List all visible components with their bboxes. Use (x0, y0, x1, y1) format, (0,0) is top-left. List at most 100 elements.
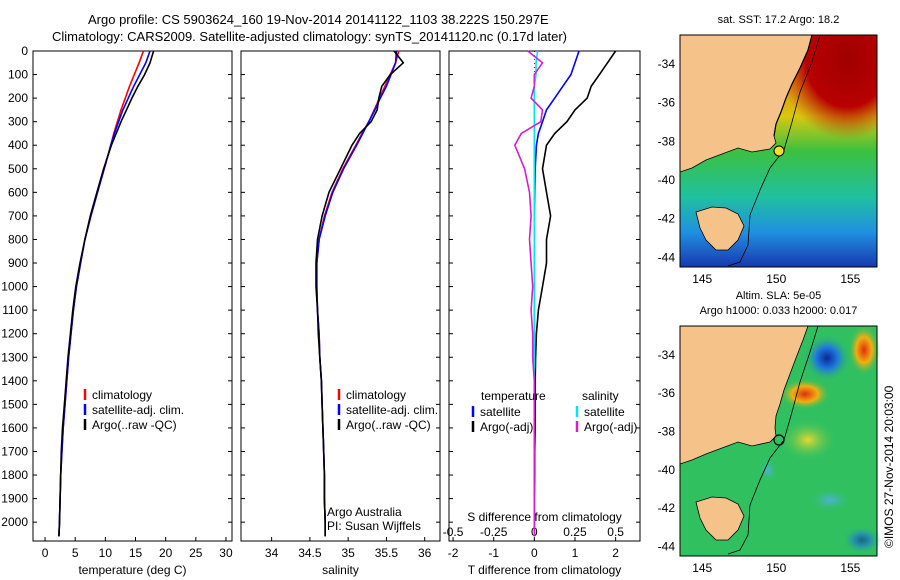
xtick-label-top: -0.25 (480, 525, 508, 539)
ytick-label: 200 (8, 91, 28, 105)
map-lat-label: -34 (658, 348, 676, 362)
figure-title-line2: Climatology: CARS2009. Satellite-adjuste… (52, 29, 567, 44)
series-line-argo-raw-qc- (315, 50, 405, 537)
legend-header-temperature: temperature (481, 389, 546, 403)
map-lat-label: -34 (658, 57, 676, 71)
series-line-satellite-adj-clim- (58, 50, 151, 537)
annotation-text: PI: Susan Wijffels (327, 519, 421, 533)
ytick-label: 600 (8, 185, 28, 199)
mainland-coast-sla (679, 325, 809, 465)
xtick-label-top: 0.5 (607, 525, 624, 539)
ytick-label: 1400 (1, 374, 28, 388)
tasmania (695, 206, 745, 251)
xtick-label-bottom: -1 (488, 546, 499, 560)
ytick-label: 2000 (1, 515, 28, 529)
xtick-label-bottom: 1 (572, 546, 579, 560)
argo-position-marker (773, 145, 785, 157)
series-line-temperature-argo-adj- (533, 50, 617, 537)
tasmania-sla (695, 496, 745, 541)
legend-label: climatology (92, 388, 152, 402)
map-lat-label: -40 (658, 173, 676, 187)
ytick-label: 500 (8, 162, 28, 176)
legend-label: Argo(-adj) (584, 420, 637, 434)
xtick-label: 5 (72, 546, 79, 560)
map-lat-label: -38 (658, 134, 676, 148)
xtick-label-bottom: -2 (448, 546, 459, 560)
figure-title-line1: Argo profile: CS 5903624_160 19-Nov-2014… (88, 12, 549, 27)
map-lon-label: 145 (692, 272, 712, 286)
ytick-label: 1700 (1, 444, 28, 458)
panel-frame-temperature-profile (32, 50, 233, 542)
annotation-text: Argo Australia (327, 505, 402, 519)
series-line-salinity-argo-adj- (513, 50, 544, 537)
xtick-label: 0 (42, 546, 49, 560)
legend-header-salinity: salinity (582, 389, 619, 403)
ytick-label: 1500 (1, 397, 28, 411)
xtick-label: 34.5 (298, 546, 322, 560)
xtick-label: 10 (99, 546, 113, 560)
legend-label: satellite (584, 405, 625, 419)
legend-label: satellite-adj. clim. (346, 403, 438, 417)
map-title-line2: Argo h1000: 0.033 h2000: 0.017 (700, 305, 858, 317)
map-lon-label: 145 (692, 561, 712, 575)
ytick-label: 1600 (1, 421, 28, 435)
xtick-label: 36 (418, 546, 432, 560)
series-line-satellite-adj-clim- (315, 50, 398, 537)
map-lat-label: -36 (658, 386, 676, 400)
ytick-label: 800 (8, 232, 28, 246)
ytick-label: 700 (8, 209, 28, 223)
ytick-label: 1300 (1, 350, 28, 364)
xaxis-label: temperature (deg C) (78, 563, 186, 577)
series-line-climatology (58, 50, 145, 537)
ytick-label: 1900 (1, 492, 28, 506)
legend-label: Argo(..raw -QC) (92, 418, 177, 432)
ytick-label: 1800 (1, 468, 28, 482)
xtick-label-bottom: 2 (612, 546, 619, 560)
map-lon-label: 155 (840, 561, 860, 575)
map-lat-label: -44 (658, 250, 676, 264)
map-title: sat. SST: 17.2 Argo: 18.2 (718, 14, 840, 26)
xaxis-label: T difference from climatology (468, 563, 622, 577)
map-lat-label: -36 (658, 96, 676, 110)
series-line-argo-raw-qc- (58, 50, 155, 537)
ytick-label: 300 (8, 115, 28, 129)
xtick-label: 15 (129, 546, 143, 560)
xtick-label-top: 0.25 (563, 525, 587, 539)
xtick-label: 25 (189, 546, 203, 560)
map-lat-label: -42 (658, 501, 676, 515)
legend-label: satellite (480, 405, 521, 419)
ytick-label: 100 (8, 68, 28, 82)
panel-frame-salinity-profile (240, 50, 441, 542)
xtick-label: 35.5 (375, 546, 399, 560)
ytick-label: 1200 (1, 327, 28, 341)
xtick-label: 35 (341, 546, 355, 560)
map-lat-label: -40 (658, 463, 676, 477)
xtick-label-top: -0.5 (443, 525, 464, 539)
map-lat-label: -38 (658, 424, 676, 438)
map-title-line1: Altim. SLA: 5e-05 (736, 290, 822, 302)
top-axis-label: S difference from climatology (467, 510, 622, 524)
legend-label: Argo(-adj) (480, 420, 533, 434)
xaxis-label: salinity (322, 563, 359, 577)
map-lon-label: 155 (840, 272, 860, 286)
ytick-label: 1100 (2, 303, 28, 317)
legend-label: climatology (346, 388, 406, 402)
sst-map (679, 34, 878, 268)
xtick-label: 34 (265, 546, 279, 560)
map-lon-label: 150 (766, 561, 786, 575)
argo-position-marker-sla (773, 434, 785, 446)
map-lat-label: -44 (658, 539, 676, 553)
xtick-label: 20 (159, 546, 173, 560)
map-lon-label: 150 (766, 272, 786, 286)
ytick-label: 900 (8, 256, 28, 270)
series-line-climatology (315, 50, 400, 537)
legend-label: Argo(..raw -QC) (346, 418, 431, 432)
ytick-label: 1000 (1, 280, 28, 294)
panel-frame-difference-profile (448, 50, 641, 542)
ytick-label: 0 (21, 44, 28, 58)
sla-map (679, 324, 882, 557)
legend-label: satellite-adj. clim. (92, 403, 184, 417)
xtick-label: 30 (219, 546, 233, 560)
xtick-label-bottom: 0 (531, 546, 538, 560)
